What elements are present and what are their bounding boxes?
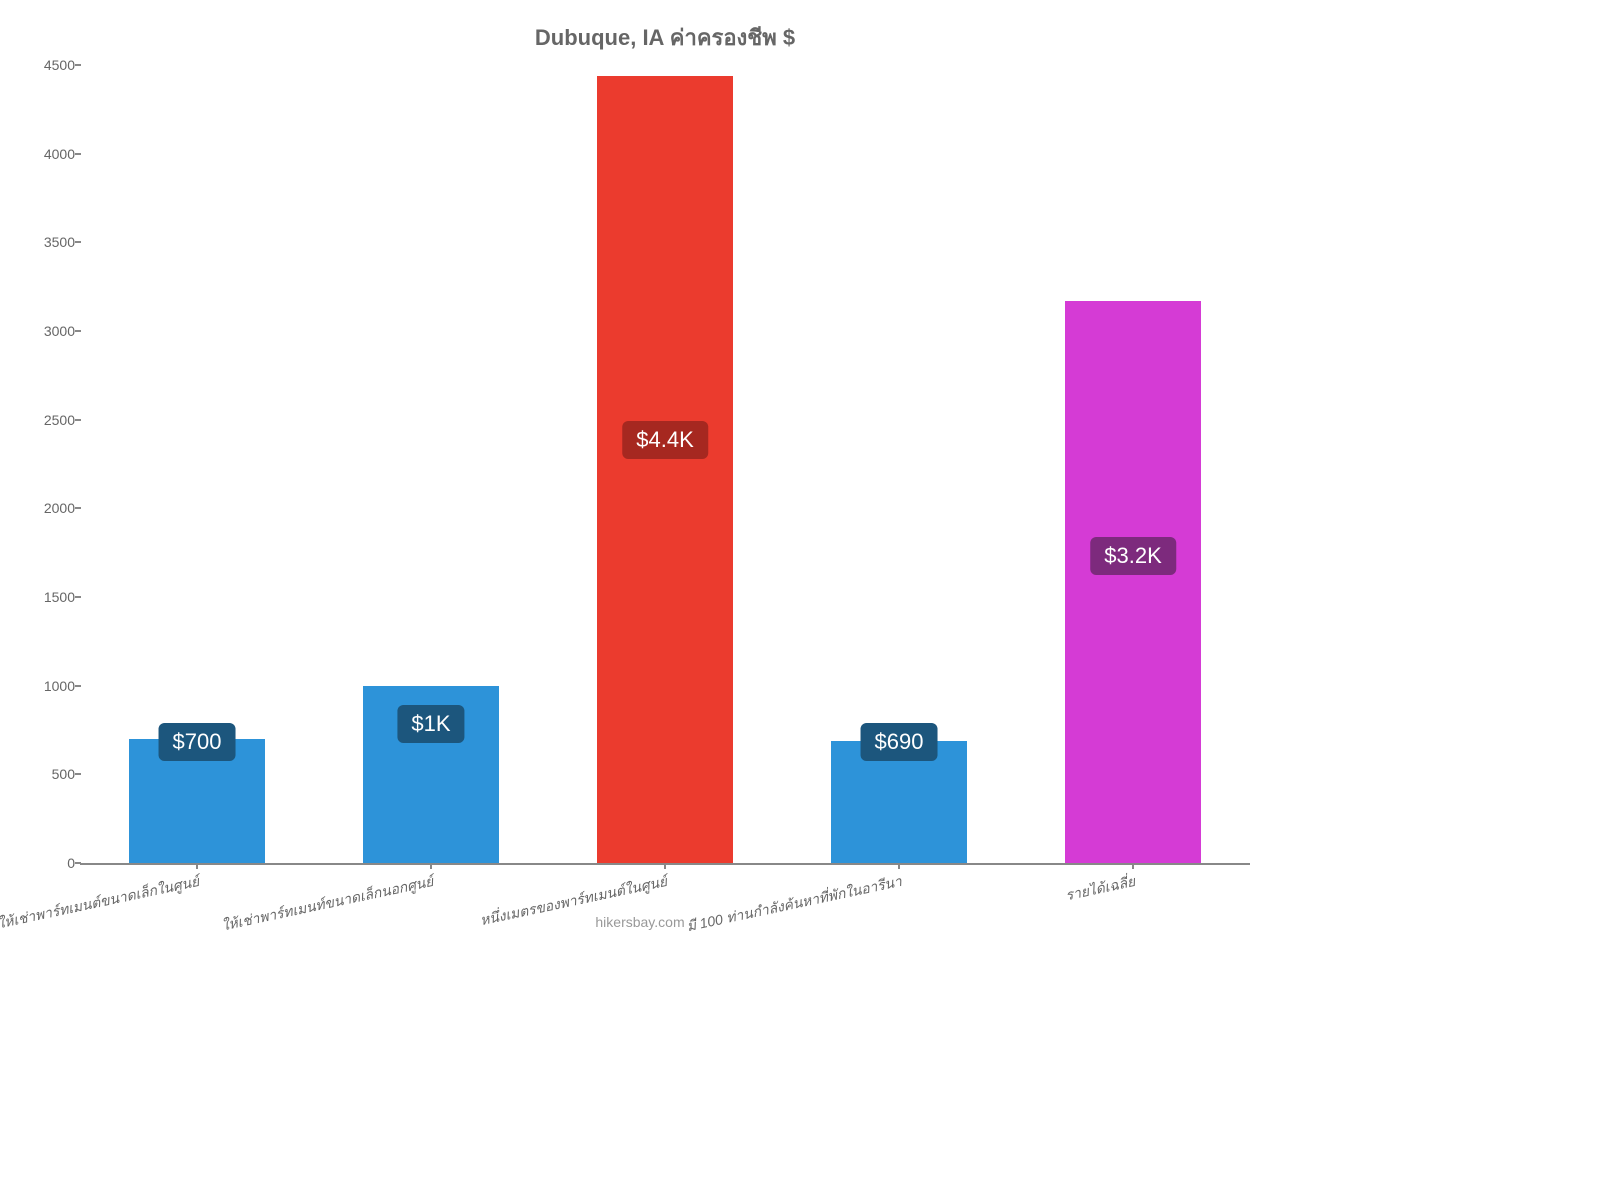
x-tick-mark (430, 863, 432, 869)
bar: $4.4K (597, 76, 733, 863)
chart-container: Dubuque, IA ค่าครองชีพ $ 050010001500200… (0, 0, 1280, 960)
attribution-text: hikersbay.com (0, 914, 1280, 930)
x-axis-label: รายได้เฉลี่ย (1064, 871, 1138, 907)
y-tick-label: 1500 (25, 590, 75, 604)
value-badge: $700 (159, 723, 236, 761)
bars-group: $700 $1K $4.4K $690 $3.2K (80, 65, 1250, 863)
value-badge: $690 (861, 723, 938, 761)
bar: $1K (363, 686, 499, 863)
y-tick-label: 1000 (25, 679, 75, 693)
y-tick-label: 3000 (25, 324, 75, 338)
bar-slot: $1K (314, 65, 548, 863)
value-badge: $3.2K (1090, 537, 1176, 575)
x-tick-mark (1132, 863, 1134, 869)
x-tick-mark (664, 863, 666, 869)
y-tick-label: 0 (25, 856, 75, 870)
y-tick-label: 3500 (25, 235, 75, 249)
y-axis: 050010001500200025003000350040004500 (25, 65, 75, 863)
bar-slot: $690 (782, 65, 1016, 863)
x-tick-mark (898, 863, 900, 869)
x-tick-mark (196, 863, 198, 869)
bar: $700 (129, 739, 265, 863)
value-badge: $4.4K (622, 421, 708, 459)
value-badge: $1K (397, 705, 464, 743)
chart-title: Dubuque, IA ค่าครองชีพ $ (80, 20, 1250, 55)
x-labels-group: ให้เช่าพาร์ทเมนต์ขนาดเล็กในศูนย์ให้เช่าพ… (80, 863, 1250, 943)
bar: $690 (831, 741, 967, 863)
bar-slot: $3.2K (1016, 65, 1250, 863)
y-tick-label: 4500 (25, 58, 75, 72)
bar-slot: $4.4K (548, 65, 782, 863)
y-tick-label: 2000 (25, 501, 75, 515)
y-tick-label: 4000 (25, 147, 75, 161)
y-tick-label: 500 (25, 767, 75, 781)
plot-area: 050010001500200025003000350040004500 $70… (80, 65, 1250, 865)
bar: $3.2K (1065, 301, 1201, 863)
y-tick-label: 2500 (25, 413, 75, 427)
x-label-slot: รายได้เฉลี่ย (1016, 863, 1250, 943)
bar-slot: $700 (80, 65, 314, 863)
x-label-slot: มี 100 ท่านกำลังค้นหาที่พักในอารีนา (782, 863, 1016, 943)
